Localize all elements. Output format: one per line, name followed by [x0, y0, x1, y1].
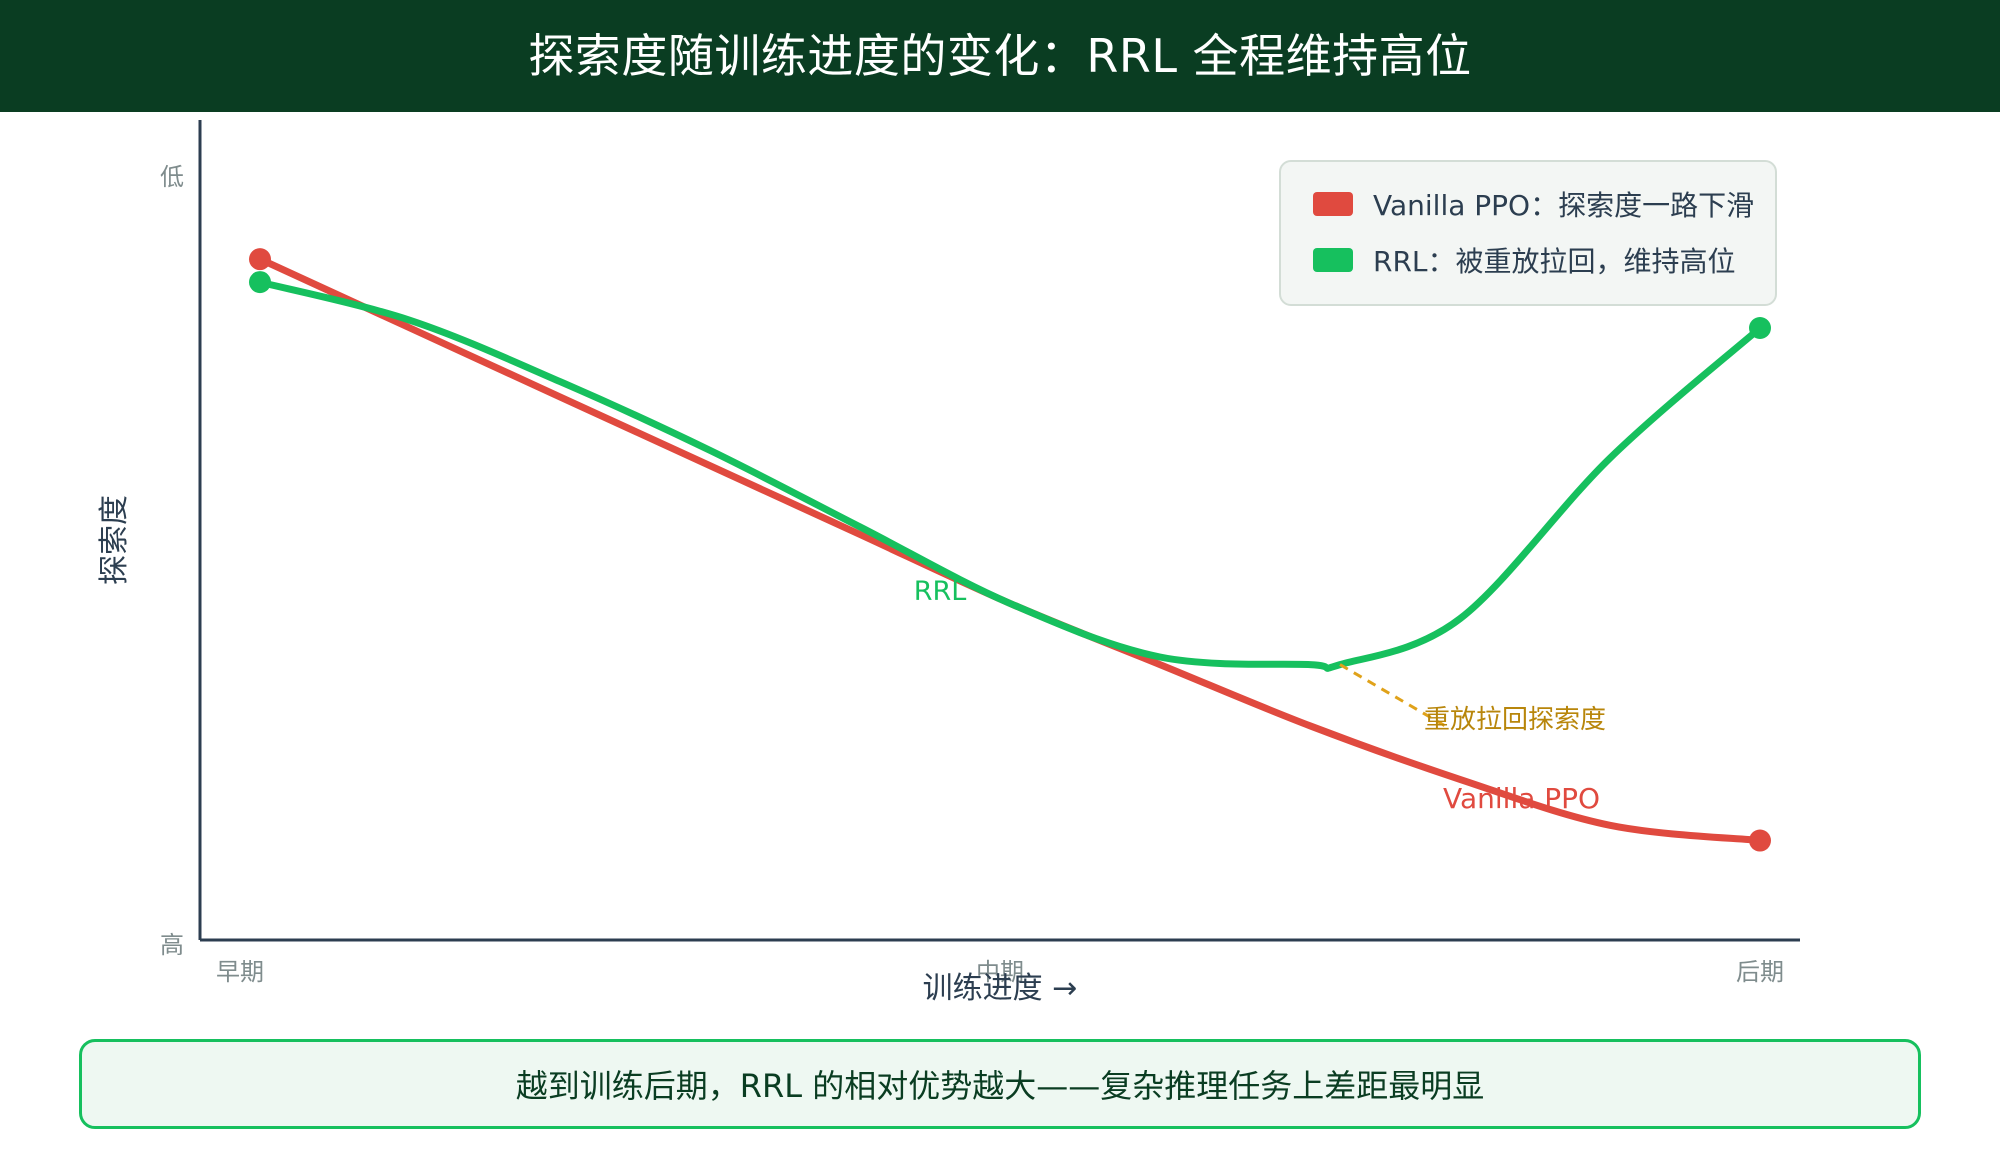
title-bar: 探索度随训练进度的变化：RRL 全程维持高位 — [0, 0, 2000, 112]
footer-text: 越到训练后期，RRL 的相对优势越大——复杂推理任务上差距最明显 — [515, 1067, 1485, 1105]
series-point-rrl-start — [249, 271, 271, 294]
legend-item-rrl: RRL：被重放拉回，维持高位 — [1313, 240, 1736, 280]
annotation-label: 重放拉回探索度 — [1424, 705, 1606, 735]
y-tick-label-bottom: 高 — [160, 931, 184, 959]
label-layer: 重放拉回探索度 RRL Vanilla PPO — [914, 576, 1606, 815]
y-axis-title: 探索度 — [97, 495, 132, 585]
x-tick-label-1: 中期 — [976, 958, 1024, 986]
series-point-ppo-start — [249, 248, 271, 271]
inline-label-rrl: RRL — [914, 576, 967, 607]
chart-title: 探索度随训练进度的变化：RRL 全程维持高位 — [528, 29, 1472, 83]
series-layer — [249, 248, 1771, 852]
series-line-rrl — [256, 278, 1764, 672]
legend-item-ppo: Vanilla PPO：探索度一路下滑 — [1313, 184, 1754, 224]
series-point-rrl-end — [1749, 317, 1771, 339]
legend-swatch-rrl — [1313, 248, 1353, 272]
inline-label-ppo: Vanilla PPO — [1443, 782, 1600, 815]
x-tick-label-2: 后期 — [1736, 958, 1784, 986]
x-tick-label-0: 早期 — [216, 958, 264, 986]
legend: Vanilla PPO：探索度一路下滑 RRL：被重放拉回，维持高位 — [1279, 160, 1777, 306]
series-point-ppo-end — [1749, 829, 1771, 852]
legend-label-ppo: Vanilla PPO：探索度一路下滑 — [1373, 189, 1755, 222]
y-tick-label-top: 低 — [160, 163, 184, 191]
footer-note: 越到训练后期，RRL 的相对优势越大——复杂推理任务上差距最明显 — [79, 1039, 1921, 1129]
legend-swatch-ppo — [1313, 192, 1353, 216]
annotation-connector — [1339, 663, 1446, 728]
x-axis-title: 训练进度 → — [923, 971, 1078, 1006]
legend-label-rrl: RRL：被重放拉回，维持高位 — [1373, 245, 1736, 278]
